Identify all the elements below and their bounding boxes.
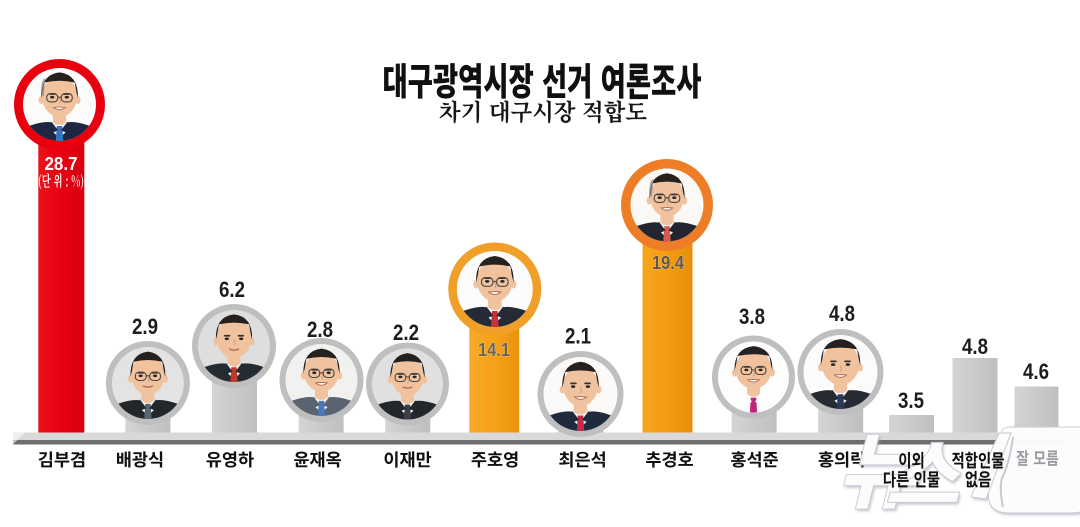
svg-text:4.6: 4.6 bbox=[1023, 359, 1049, 384]
svg-text:3.5: 3.5 bbox=[898, 388, 924, 413]
svg-text:14.1: 14.1 bbox=[478, 339, 510, 360]
svg-text:2.8: 2.8 bbox=[307, 317, 333, 342]
svg-text:28.7: 28.7 bbox=[45, 153, 78, 174]
svg-text:4.8: 4.8 bbox=[962, 334, 988, 359]
svg-text:3.8: 3.8 bbox=[739, 304, 765, 329]
svg-text:6.2: 6.2 bbox=[219, 277, 245, 302]
svg-text:2.9: 2.9 bbox=[132, 314, 158, 339]
svg-text:19.4: 19.4 bbox=[652, 252, 685, 273]
svg-text:2.1: 2.1 bbox=[565, 323, 591, 348]
svg-text:2.2: 2.2 bbox=[393, 320, 419, 345]
svg-text:4.8: 4.8 bbox=[829, 301, 855, 326]
